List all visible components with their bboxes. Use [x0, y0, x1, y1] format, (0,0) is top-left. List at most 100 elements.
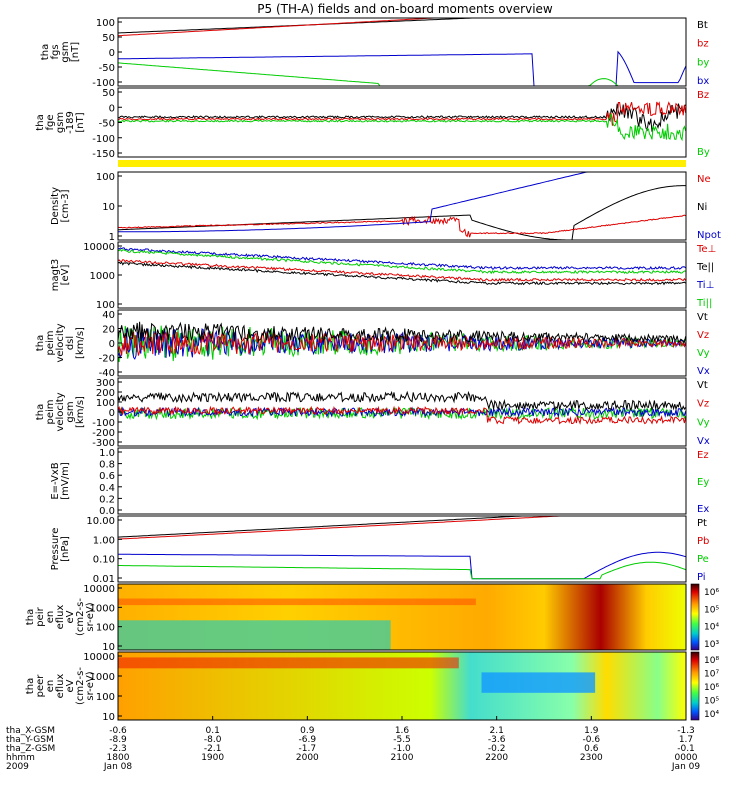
trace-Ti-par	[118, 248, 686, 275]
plot-area-ion_spec	[118, 584, 686, 650]
ylabel-line: fge	[45, 114, 56, 130]
high-flux-band	[118, 598, 476, 606]
ylabel-line: peir	[35, 606, 46, 626]
xaxis-value: 0000	[675, 753, 698, 763]
legend-ne: Ne	[697, 174, 711, 185]
xaxis-value: -1.7	[299, 744, 317, 754]
xaxis-value: -8.9	[109, 735, 127, 745]
ytick-label: -40	[99, 368, 115, 379]
ytick-label: -150	[92, 149, 115, 160]
colorbar-label: 10⁷	[704, 670, 719, 680]
panel-fgs: 100 50 0 -50 -100 tha fgs gsm [nT] Bt bz by bx	[40, 17, 709, 89]
frame-efield	[117, 447, 687, 515]
ylabel-line: en	[45, 680, 56, 693]
legend-te: Te||	[696, 262, 714, 273]
ylabel-efield: E=-VxB [mV/m]	[50, 462, 71, 500]
ylabel-line: [eV]	[60, 265, 71, 286]
colorbar-label: 10⁶	[704, 683, 719, 693]
trace-Vx	[118, 406, 686, 418]
ylabel-fge: tha fge gsm -189 [nT]	[35, 111, 86, 134]
ytick-label: 1000	[90, 672, 115, 683]
xaxis-value: -1.0	[393, 744, 411, 754]
legend-ni: Ni	[697, 202, 707, 213]
trace-Vt	[118, 390, 686, 412]
ytick-label: 0.6	[99, 471, 115, 482]
panel-fge: 50 0 -50 -100 -150 tha fge gsm -189 [nT] Bz By	[35, 87, 710, 160]
ylabel-line: sr-eV)	[85, 602, 96, 631]
frame-peim	[117, 309, 687, 377]
ytick-label: -50	[99, 63, 115, 74]
legend-by: By	[697, 147, 710, 158]
ylabel-line: Density	[50, 187, 61, 225]
ytick-label: 0.8	[99, 460, 115, 471]
ytick-label: 0	[109, 48, 115, 59]
legend-bz: bz	[697, 39, 709, 50]
trace-Vt	[118, 321, 686, 344]
trace-Ne	[118, 214, 686, 238]
xaxis-value: 1800	[107, 753, 130, 763]
xaxis-value: 2.1	[490, 726, 504, 736]
trace-Vy	[118, 406, 686, 421]
trace-Pe	[118, 561, 686, 580]
legend-pt: Pt	[697, 518, 707, 529]
xaxis-value: -2.3	[109, 744, 127, 754]
quality-flag-bar	[118, 160, 686, 167]
xaxis-value: -8.0	[204, 735, 222, 745]
ylabel-line: velocity	[55, 392, 66, 431]
ylabel-pressure: Pressure [nPa]	[50, 528, 71, 571]
x-axis-table: tha_X-GSM -0.6 0.1 0.9 1.6 2.1 1.9 -1.3 tha_Y-GS…	[6, 716, 700, 772]
legend-vz: Vz	[697, 399, 709, 410]
colorbar-label: 10⁵	[704, 697, 719, 707]
trace-By	[118, 113, 686, 142]
ylabel-line: E=-VxB	[50, 462, 61, 499]
panel-ion_spec: 10⁶ 10⁵ 10⁴ 10³ 10000 1000 100 10 tha peir en eflux…	[25, 583, 719, 653]
ylabel-line: -189	[65, 111, 76, 134]
ytick-label: 10000	[83, 584, 115, 595]
ytick-label: 0.0	[99, 506, 115, 517]
ylabel-line: (cm2-s-	[75, 667, 86, 705]
ytick-label: 300	[96, 378, 115, 389]
ylabel-line: tha	[35, 114, 46, 130]
legend-by: by	[697, 57, 709, 68]
frame-fgs	[117, 17, 687, 87]
ytick-label: 100	[96, 18, 115, 29]
trace-Ti-perp	[118, 247, 686, 271]
plot-area-peim	[118, 321, 686, 363]
xaxis-value: 0.1	[206, 726, 220, 736]
plot-area-peir	[118, 390, 686, 425]
ylabel-line: eV	[65, 679, 76, 692]
xaxis-row-label: tha_Z-GSM	[6, 744, 55, 754]
ylabel-line: [mV/m]	[60, 462, 71, 500]
xaxis-value: 0.9	[300, 726, 315, 736]
panel-efield: 1.00.80.60.40.20.0 E=-VxB [mV/m] Ez Ey Ex	[50, 447, 709, 517]
ylabel-density: Density [cm-3]	[50, 187, 71, 225]
legend-pi: Pi	[697, 572, 706, 583]
ylabel-ion_spec: tha peir en eflux eV (cm2-s-sr-eV)	[25, 598, 96, 636]
colorbar-ele_spec	[690, 651, 700, 721]
colorbar-label: 10⁶	[704, 588, 719, 598]
low-energy-band	[118, 620, 391, 650]
legend-vy: Vy	[697, 348, 710, 359]
xaxis-row-label: hhmm	[6, 753, 35, 763]
ytick-label: 100	[96, 398, 115, 409]
ytick-label: -100	[92, 78, 115, 89]
trace-by	[118, 62, 686, 86]
ylabel-line: peim	[45, 399, 56, 424]
legend-vx: Vx	[697, 366, 710, 377]
xaxis-value: 1900	[201, 753, 224, 763]
ylabel-line: [km/s]	[75, 396, 86, 428]
xaxis-value: -1.3	[677, 726, 695, 736]
panel-ele_spec: 10⁸ 10⁷ 10⁶ 10⁵ 10⁴ 10000 1000 100 10 tha peer en ef…	[25, 651, 719, 723]
trace-Vz	[118, 405, 686, 425]
trace-Ni	[118, 185, 686, 240]
ylabel-line: [cm-3]	[60, 189, 71, 222]
xaxis-value: 0.6	[584, 744, 599, 754]
ytick-label: 10	[102, 642, 115, 653]
frame-fge	[117, 87, 687, 158]
trace-Vx	[118, 328, 686, 360]
xaxis-value: 1.6	[395, 726, 410, 736]
ytick-label: -100	[92, 134, 115, 145]
legend-pb: Pb	[697, 536, 709, 547]
ytick-label: 20	[102, 325, 115, 336]
